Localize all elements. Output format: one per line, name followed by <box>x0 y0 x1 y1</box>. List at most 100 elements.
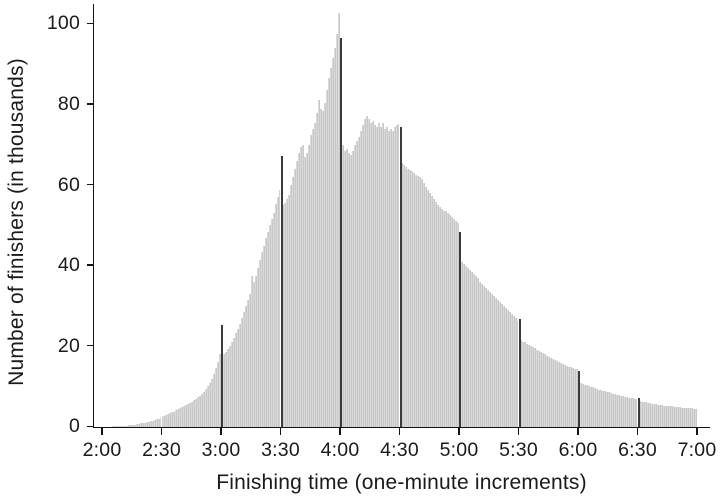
histogram-bar <box>445 211 448 427</box>
x-tick-label: 6:30 <box>618 439 657 461</box>
histogram-bar <box>556 360 559 427</box>
histogram-bar <box>381 122 384 427</box>
histogram-bar <box>595 388 598 427</box>
histogram-bar <box>665 405 668 427</box>
histogram-bar <box>159 417 162 427</box>
histogram-bar <box>226 349 229 427</box>
histogram-bar <box>550 358 553 427</box>
histogram-bar <box>411 171 414 427</box>
histogram-bar <box>504 308 507 427</box>
histogram-bar <box>338 13 340 427</box>
histogram-bar <box>552 358 555 427</box>
histogram-bar <box>581 384 584 427</box>
histogram-bar <box>359 130 362 427</box>
histogram-bar <box>272 213 275 427</box>
histogram-bar <box>651 403 654 427</box>
histogram-bar <box>266 232 269 427</box>
histogram-bar <box>278 190 281 427</box>
histogram-bar <box>427 189 430 427</box>
histogram-bar <box>601 390 604 427</box>
y-tick-label: 0 <box>68 415 80 438</box>
highlighted-minute-bar <box>578 370 581 427</box>
histogram-bar <box>470 271 473 427</box>
histogram-bar <box>187 404 190 427</box>
histogram-bar <box>490 293 493 427</box>
histogram-bar <box>375 126 378 427</box>
histogram-bar <box>284 203 287 427</box>
histogram-bar <box>234 333 237 427</box>
histogram-bar <box>413 173 416 427</box>
histogram-bar <box>213 373 216 427</box>
y-axis-tick <box>86 183 93 186</box>
histogram-bar <box>246 300 249 427</box>
histogram-bar <box>488 291 491 427</box>
histogram-bar <box>361 124 364 427</box>
histogram-bar <box>240 318 243 427</box>
histogram-bar <box>568 366 571 427</box>
y-axis-tick <box>86 425 93 428</box>
histogram-bar <box>207 385 210 427</box>
histogram-bar <box>125 425 128 427</box>
histogram-bar <box>203 391 206 427</box>
y-tick-label: 60 <box>57 173 80 196</box>
histogram-bar <box>522 341 525 427</box>
histogram-bar <box>310 134 313 427</box>
histogram-bar <box>308 144 311 427</box>
histogram-bar <box>579 383 582 427</box>
histogram-bar <box>562 363 565 427</box>
histogram-bar <box>383 128 386 427</box>
x-axis-title: Finishing time (one-minute increments) <box>216 471 587 494</box>
histogram-bar <box>687 408 690 427</box>
histogram-bar <box>536 349 539 427</box>
histogram-bar <box>250 275 253 427</box>
histogram-bar <box>260 251 263 427</box>
histogram-bar <box>385 126 388 427</box>
y-tick-label: 80 <box>57 92 80 115</box>
histogram-bar <box>111 426 114 427</box>
histogram-bar <box>506 310 509 427</box>
histogram-bar <box>667 406 670 427</box>
histogram-bar <box>219 354 221 427</box>
histogram-bar <box>607 392 610 427</box>
histogram-bar <box>141 422 144 427</box>
histogram-bar <box>534 348 537 427</box>
histogram-bar <box>316 112 319 427</box>
x-axis-tick <box>696 428 698 436</box>
histogram-bar <box>133 424 136 427</box>
histogram-bar <box>389 128 392 427</box>
histogram-bar <box>498 302 501 427</box>
y-axis-tick <box>86 264 93 266</box>
histogram-bar <box>639 401 642 427</box>
histogram-bar <box>298 152 301 427</box>
histogram-bar <box>548 356 551 427</box>
histogram-bar <box>572 368 575 427</box>
histogram-bar <box>181 407 184 427</box>
histogram-bar <box>248 293 251 427</box>
histogram-bar <box>334 48 337 427</box>
x-axis-tick <box>398 428 401 436</box>
histogram-bar <box>468 269 471 427</box>
histogram-bar <box>679 407 682 427</box>
histogram-bar <box>613 394 616 427</box>
y-tick-label: 40 <box>57 254 80 277</box>
histogram-bar <box>431 196 434 427</box>
y-axis-tick <box>86 103 93 105</box>
histogram-bar <box>274 204 277 427</box>
histogram-bar <box>659 404 662 427</box>
histogram-bar <box>508 312 511 427</box>
histogram-bar <box>242 312 245 427</box>
histogram-bar <box>435 202 438 427</box>
histogram-bar <box>185 405 188 427</box>
histogram-bar <box>685 408 688 427</box>
histogram-bar <box>363 118 366 427</box>
histogram-bar <box>538 350 541 427</box>
highlighted-minute-bar <box>459 232 462 427</box>
histogram-bar <box>127 425 130 427</box>
histogram-bar <box>173 411 176 427</box>
histogram-bar <box>119 425 122 427</box>
histogram-bar <box>205 389 208 427</box>
histogram-bar <box>332 58 335 427</box>
histogram-bar <box>324 102 327 427</box>
histogram-bar <box>492 295 495 427</box>
histogram-bar <box>423 183 426 427</box>
